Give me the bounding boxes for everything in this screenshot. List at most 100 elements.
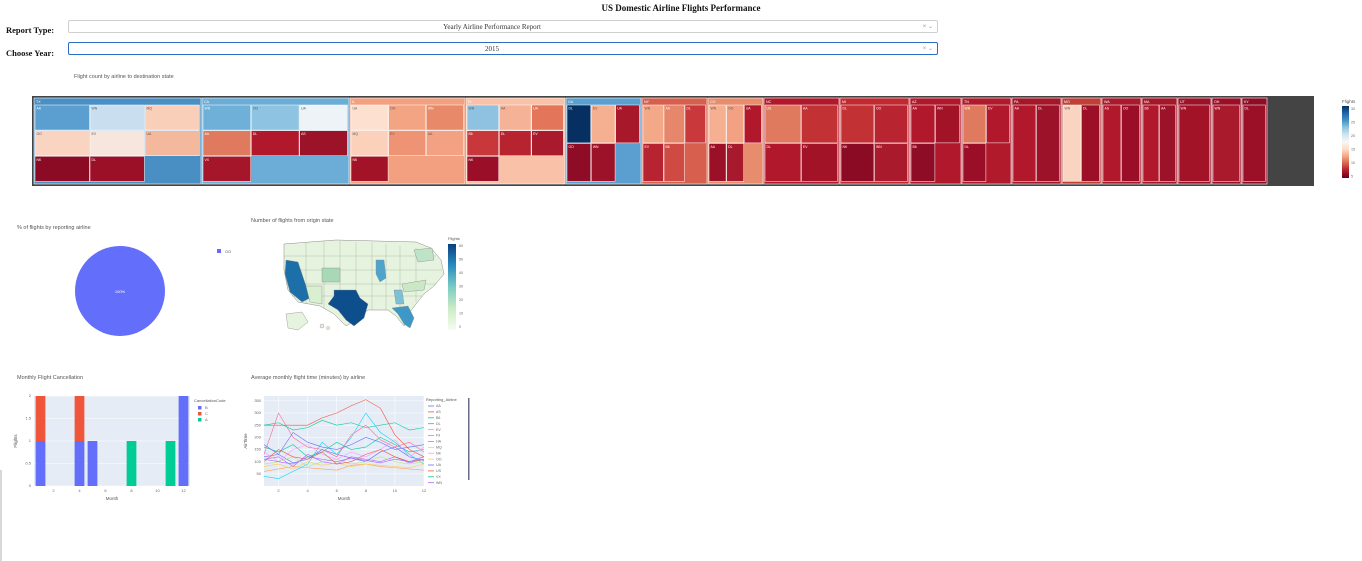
treemap-airline-tile[interactable]: OO: [389, 105, 426, 130]
treemap-state-ga[interactable]: GA DL EV UA OO WN: [566, 98, 641, 184]
dropdown-chevron-icon[interactable]: × ⌄: [923, 43, 933, 55]
treemap-airline-tile[interactable]: OO: [727, 105, 744, 143]
legend-item[interactable]: B: [198, 405, 208, 410]
treemap-airline-tile[interactable]: WN: [1213, 105, 1239, 181]
treemap-airline-tile[interactable]: VX: [203, 156, 251, 181]
bar-a-month-11[interactable]: [166, 441, 176, 486]
treemap-airline-tile[interactable]: WN: [936, 105, 960, 143]
treemap-airline-tile[interactable]: WN: [1063, 105, 1081, 181]
treemap-airline-tile[interactable]: AA: [802, 105, 838, 143]
treemap-state-fl[interactable]: FL WN AA UA B6 DL EV NK: [466, 98, 565, 184]
treemap-airline-tile[interactable]: B6: [467, 131, 499, 156]
treemap-state-pa[interactable]: PAAA DL: [1012, 98, 1061, 184]
treemap-airline-tile[interactable]: EV: [389, 131, 426, 156]
treemap-svg[interactable]: TXAA WN MQOO EV UANK DLCAWN OO UAAA DL ASVXILUA OO…: [32, 96, 1314, 186]
treemap-airline-tile[interactable]: NK: [351, 156, 388, 181]
treemap-airline-tile[interactable]: DL: [765, 144, 801, 182]
treemap-state-nc[interactable]: NC US AA DL EV: [764, 98, 839, 184]
treemap-airline-tile[interactable]: DL: [567, 105, 591, 143]
treemap-state-ut[interactable]: UT WN: [1178, 98, 1211, 184]
treemap-airline-tile[interactable]: UA: [145, 131, 199, 156]
treemap-state-co[interactable]: COWN OO UAAA DL: [708, 98, 763, 184]
flight-time-line-chart[interactable]: 350300250200150100502 4 6 8 10 12MonthAirTime…: [240, 390, 475, 502]
treemap-airline-tile[interactable]: NK: [35, 156, 89, 181]
legend-item[interactable]: F9: [428, 434, 440, 438]
treemap-state-tx[interactable]: TX AA WN MQ OO EV UA NK DL: [34, 98, 201, 184]
treemap-airline-tile[interactable]: WN: [591, 144, 615, 182]
dropdown-chevron-icon[interactable]: × ⌄: [923, 21, 933, 33]
treemap-airline-tile[interactable]: AA: [499, 105, 531, 130]
treemap-airline-tile[interactable]: WN: [467, 105, 499, 130]
legend-item[interactable]: A: [198, 417, 208, 422]
bar-c-month-1[interactable]: [36, 396, 46, 441]
treemap-chart[interactable]: TX AA WN MQ OO EV UA NK DL CA WN OO UA AA DL AS VX IL UA OO…: [32, 96, 1314, 186]
legend-item[interactable]: DL: [428, 422, 441, 426]
bar-b-month-12[interactable]: [179, 396, 189, 486]
treemap-airline-tile[interactable]: B6: [911, 144, 935, 182]
treemap-airline-tile[interactable]: AA: [426, 131, 463, 156]
treemap-airline-tile[interactable]: EV: [802, 144, 838, 182]
treemap-airline-tile[interactable]: WN: [643, 105, 663, 143]
treemap-airline-tile[interactable]: AA: [664, 105, 684, 143]
treemap-state-mo[interactable]: MO WN DL: [1062, 98, 1101, 184]
treemap-airline-tile[interactable]: US: [765, 105, 801, 143]
bar-b-month-1[interactable]: [36, 441, 46, 486]
treemap-airline-tile[interactable]: WN: [426, 105, 463, 130]
treemap-airline-tile[interactable]: DL: [251, 131, 299, 156]
legend-scrollbar[interactable]: [468, 398, 470, 480]
treemap-airline-tile[interactable]: UA: [532, 105, 564, 130]
legend-item[interactable]: MQ: [428, 446, 442, 450]
treemap-airline-tile[interactable]: UA: [300, 105, 348, 130]
treemap-airline-tile[interactable]: AA: [911, 105, 935, 143]
treemap-airline-tile[interactable]: UA: [351, 105, 388, 130]
treemap-airline-tile[interactable]: WN: [1179, 105, 1209, 181]
pie-chart[interactable]: 100% OO: [60, 238, 260, 348]
bar-a-month-8[interactable]: [127, 441, 137, 486]
treemap-state-az[interactable]: AZ AA WN B6: [910, 98, 961, 184]
report-type-dropdown[interactable]: Yearly Airline Performance Report × ⌄: [68, 20, 938, 33]
treemap-state-ny[interactable]: NY WN AA DL EV B6: [642, 98, 707, 184]
state-co[interactable]: [322, 268, 340, 282]
treemap-airline-tile[interactable]: NK: [467, 156, 499, 181]
state-ak[interactable]: [286, 312, 308, 330]
legend-item[interactable]: US: [428, 469, 442, 473]
treemap-airline-tile[interactable]: WN: [963, 105, 986, 143]
treemap-airline-tile[interactable]: OO: [567, 144, 591, 182]
treemap-airline-tile[interactable]: NK: [841, 144, 874, 182]
treemap-state-oh[interactable]: OH WN: [1212, 98, 1241, 184]
treemap-airline-tile[interactable]: B6: [1143, 105, 1159, 181]
treemap-airline-tile[interactable]: WN: [709, 105, 726, 143]
treemap-airline-tile[interactable]: OO: [875, 105, 908, 143]
treemap-airline-tile[interactable]: DL: [1243, 105, 1265, 181]
state-ga[interactable]: [394, 290, 404, 304]
treemap-state-ca[interactable]: CAWN OO UAAA DL ASVX: [202, 98, 349, 184]
treemap-airline-tile[interactable]: DL: [499, 131, 531, 156]
treemap-state-ky[interactable]: KY DL: [1242, 98, 1267, 184]
treemap-airline-tile[interactable]: DL: [841, 105, 874, 143]
bar-c-month-4[interactable]: [75, 396, 85, 441]
treemap-airline-tile[interactable]: WN: [90, 105, 144, 130]
treemap-airline-tile[interactable]: UA: [744, 105, 761, 143]
treemap-state-il[interactable]: ILUA OO WNMQ EV AANK: [350, 98, 465, 184]
treemap-airline-tile[interactable]: B6: [664, 144, 684, 182]
treemap-airline-tile[interactable]: MQ: [351, 131, 388, 156]
treemap-airline-tile[interactable]: OO: [35, 131, 89, 156]
treemap-airline-tile[interactable]: AA: [203, 131, 251, 156]
treemap-airline-tile[interactable]: EV: [90, 131, 144, 156]
state-hi[interactable]: [320, 324, 324, 328]
legend-item[interactable]: B6: [428, 416, 440, 420]
legend-item[interactable]: AS: [428, 410, 441, 414]
pie-legend-item[interactable]: OO: [217, 249, 231, 254]
us-map-states[interactable]: [284, 240, 444, 330]
treemap-airline-tile[interactable]: AA: [709, 144, 726, 182]
treemap-airline-tile[interactable]: DL: [90, 156, 144, 181]
treemap-airline-tile[interactable]: WN: [875, 144, 908, 182]
treemap-state-tn[interactable]: TN WN EV DL: [962, 98, 1011, 184]
treemap-airline-tile[interactable]: EV: [643, 144, 663, 182]
legend-item[interactable]: C: [198, 411, 208, 416]
treemap-airline-tile[interactable]: AS: [1103, 105, 1121, 181]
legend-item[interactable]: AA: [428, 404, 441, 408]
treemap-airline-tile[interactable]: AA: [35, 105, 89, 130]
legend-item[interactable]: VX: [428, 475, 441, 479]
bar-b-month-5[interactable]: [88, 441, 98, 486]
